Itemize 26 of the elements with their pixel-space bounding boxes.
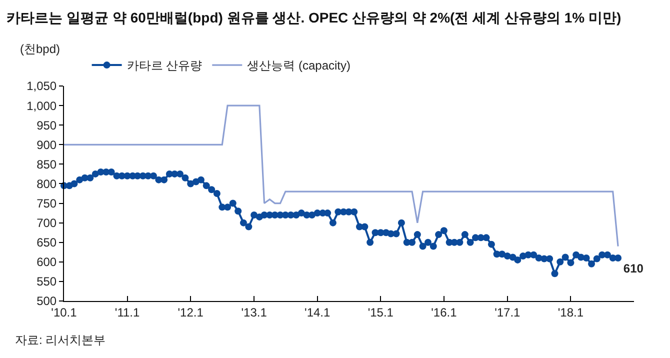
x-tick-label: '13.1	[241, 305, 268, 320]
legend-label: 카타르 산유량	[126, 58, 202, 73]
y-axis-title: (천bpd)	[20, 42, 60, 56]
x-tick-label: '17.1	[494, 305, 521, 320]
x-tick-label: '11.1	[114, 305, 140, 320]
text: 자료: 리서치본부	[15, 333, 106, 347]
data-label: 610	[623, 261, 644, 276]
y-tick-label: 1,000	[26, 98, 57, 113]
legend-label: 생산능력 (capacity)	[247, 58, 351, 73]
y-tick-label: 750	[36, 196, 57, 210]
x-tick-label: '18.1	[558, 305, 584, 320]
x-tick-label: '12.1	[178, 305, 204, 320]
y-tick-label: 850	[36, 157, 57, 172]
chart-title: 카타르는 일평균 약 60만배럴(bpd) 원유를 생산. OPEC 산유량의 약 2%(전 세계 산유량의 1% 미만)	[6, 9, 622, 26]
x-tick-label: '16.1	[431, 305, 458, 320]
y-tick-label: 650	[36, 236, 57, 250]
y-tick-label: 950	[36, 118, 57, 132]
y-tick-label: 550	[36, 274, 57, 289]
y-tick-label: 800	[36, 176, 57, 191]
y-tick-label: 700	[36, 216, 57, 230]
y-tick-label: 900	[36, 138, 57, 152]
x-tick-label: '14.1	[304, 305, 330, 320]
y-tick-label: 1,050	[26, 79, 57, 94]
x-tick-label: '15.1	[368, 305, 394, 320]
line-series	[64, 104, 619, 248]
y-tick-label: 600	[36, 255, 57, 270]
